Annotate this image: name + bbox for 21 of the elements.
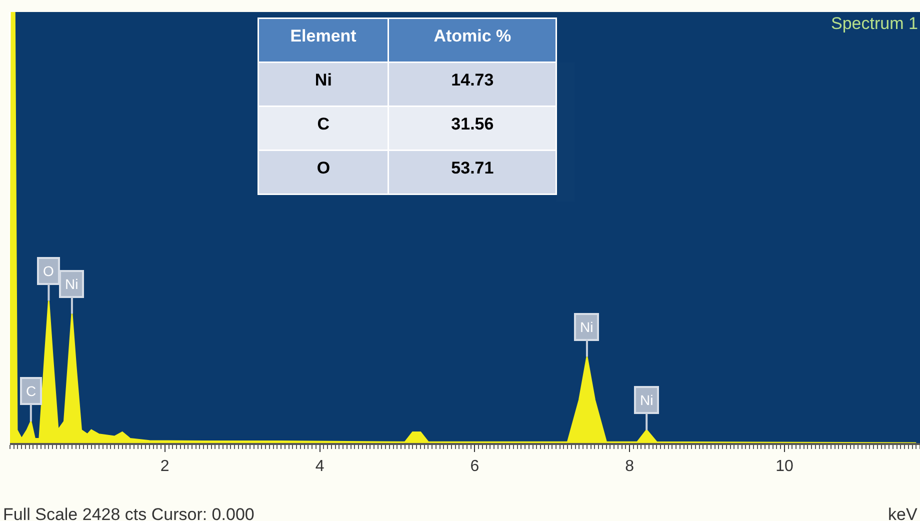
annotation: 14.73 — [451, 70, 494, 90]
x-tick-label: 8 — [625, 458, 634, 476]
annotation: Ni — [65, 276, 78, 292]
x-tick-label: 4 — [315, 458, 324, 476]
x-tick-label: 6 — [470, 458, 480, 476]
annotation: 31.56 — [451, 114, 494, 134]
annotation: Ni — [580, 319, 594, 335]
annotation: O — [43, 263, 54, 279]
annotation: Ni — [314, 70, 332, 90]
annotation: 53.71 — [451, 158, 494, 178]
annotation: O — [316, 158, 330, 178]
x-tick-label: 2 — [160, 458, 170, 476]
annotation: Atomic % — [434, 26, 512, 46]
annotation: Spectrum 1 — [831, 14, 918, 33]
x-tick-label: 10 — [776, 458, 794, 476]
annotation: C — [317, 114, 330, 134]
text: Full Scale 2428 cts Cursor: 0.000 — [3, 505, 254, 521]
annotation: C — [26, 383, 36, 399]
annotation: Element — [290, 26, 357, 46]
x-axis-title: keV — [888, 505, 918, 521]
annotation: Ni — [640, 392, 654, 408]
